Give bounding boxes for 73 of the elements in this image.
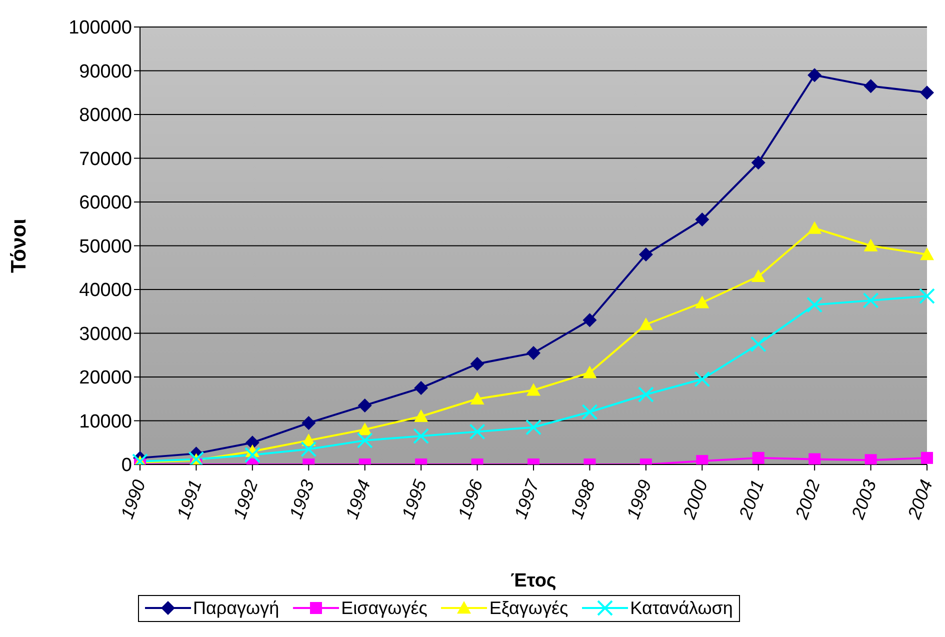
x-tick-label: 1990 (116, 477, 150, 522)
point (864, 79, 878, 94)
point (919, 288, 935, 304)
point (526, 419, 542, 436)
x-tick-label: 1991 (173, 477, 206, 522)
y-tick-label: 50000 (79, 236, 132, 258)
point (752, 452, 764, 464)
point (751, 269, 766, 282)
point (695, 212, 710, 226)
point (694, 371, 710, 388)
point (414, 409, 428, 422)
x-tick-label: 2000 (678, 477, 712, 522)
point (358, 398, 372, 412)
point (921, 452, 933, 464)
point (808, 68, 822, 82)
point (638, 248, 653, 262)
point (582, 404, 598, 420)
point (864, 238, 878, 252)
point (470, 392, 484, 404)
point (300, 441, 317, 458)
legend-label: Εισαγωγές (341, 598, 428, 618)
x-tick-label: 1992 (229, 477, 262, 522)
point (808, 453, 821, 464)
point (413, 428, 430, 444)
y-tick-label: 90000 (79, 61, 132, 82)
point (526, 383, 540, 396)
point (245, 436, 260, 450)
point (526, 346, 540, 360)
point (638, 318, 653, 330)
legend-label: Εξαγωγές (489, 598, 568, 618)
y-tick-label: 100000 (68, 18, 132, 39)
y-axis-title: Τόνοι (7, 218, 30, 273)
point (244, 446, 260, 463)
x-tick-label: 1995 (398, 476, 431, 522)
y-tick-label: 0 (121, 455, 132, 476)
x-tick-label: 2002 (791, 477, 824, 522)
point (358, 422, 372, 436)
x-tick-label: 1993 (286, 477, 318, 522)
point (862, 292, 879, 308)
point (920, 86, 934, 100)
x-tick-label: 1996 (454, 476, 488, 522)
x-tick-label: 1999 (622, 477, 656, 522)
x-tick-label: 2001 (734, 477, 768, 522)
y-tick-label: 60000 (79, 192, 132, 214)
point (356, 432, 373, 448)
point (582, 313, 597, 328)
point (582, 366, 597, 378)
y-tick-label: 10000 (79, 411, 132, 432)
point (469, 424, 486, 440)
x-tick-label: 1994 (342, 477, 374, 522)
point (806, 296, 823, 313)
y-tick-label: 40000 (79, 280, 132, 302)
x-axis-title: Έτος (510, 570, 556, 592)
y-tick-label: 70000 (79, 148, 132, 170)
y-tick-label: 20000 (79, 368, 132, 389)
x-tick-label: 2004 (904, 477, 936, 522)
point (414, 380, 428, 395)
point (751, 156, 766, 170)
legend-label: Κατανάλωση (630, 598, 733, 618)
point (920, 248, 934, 260)
point (750, 336, 766, 352)
y-tick-label: 80000 (79, 105, 132, 126)
point (864, 454, 877, 464)
legend-label: Παραγωγή (193, 598, 280, 618)
x-tick-label: 2003 (847, 477, 880, 522)
x-tick-label: 1997 (510, 476, 544, 522)
x-tick-label: 1998 (566, 477, 600, 522)
y-tick-label: 30000 (79, 324, 132, 345)
point (638, 386, 654, 402)
point (695, 296, 710, 308)
point (808, 221, 822, 234)
point (302, 416, 316, 430)
point (470, 356, 484, 371)
